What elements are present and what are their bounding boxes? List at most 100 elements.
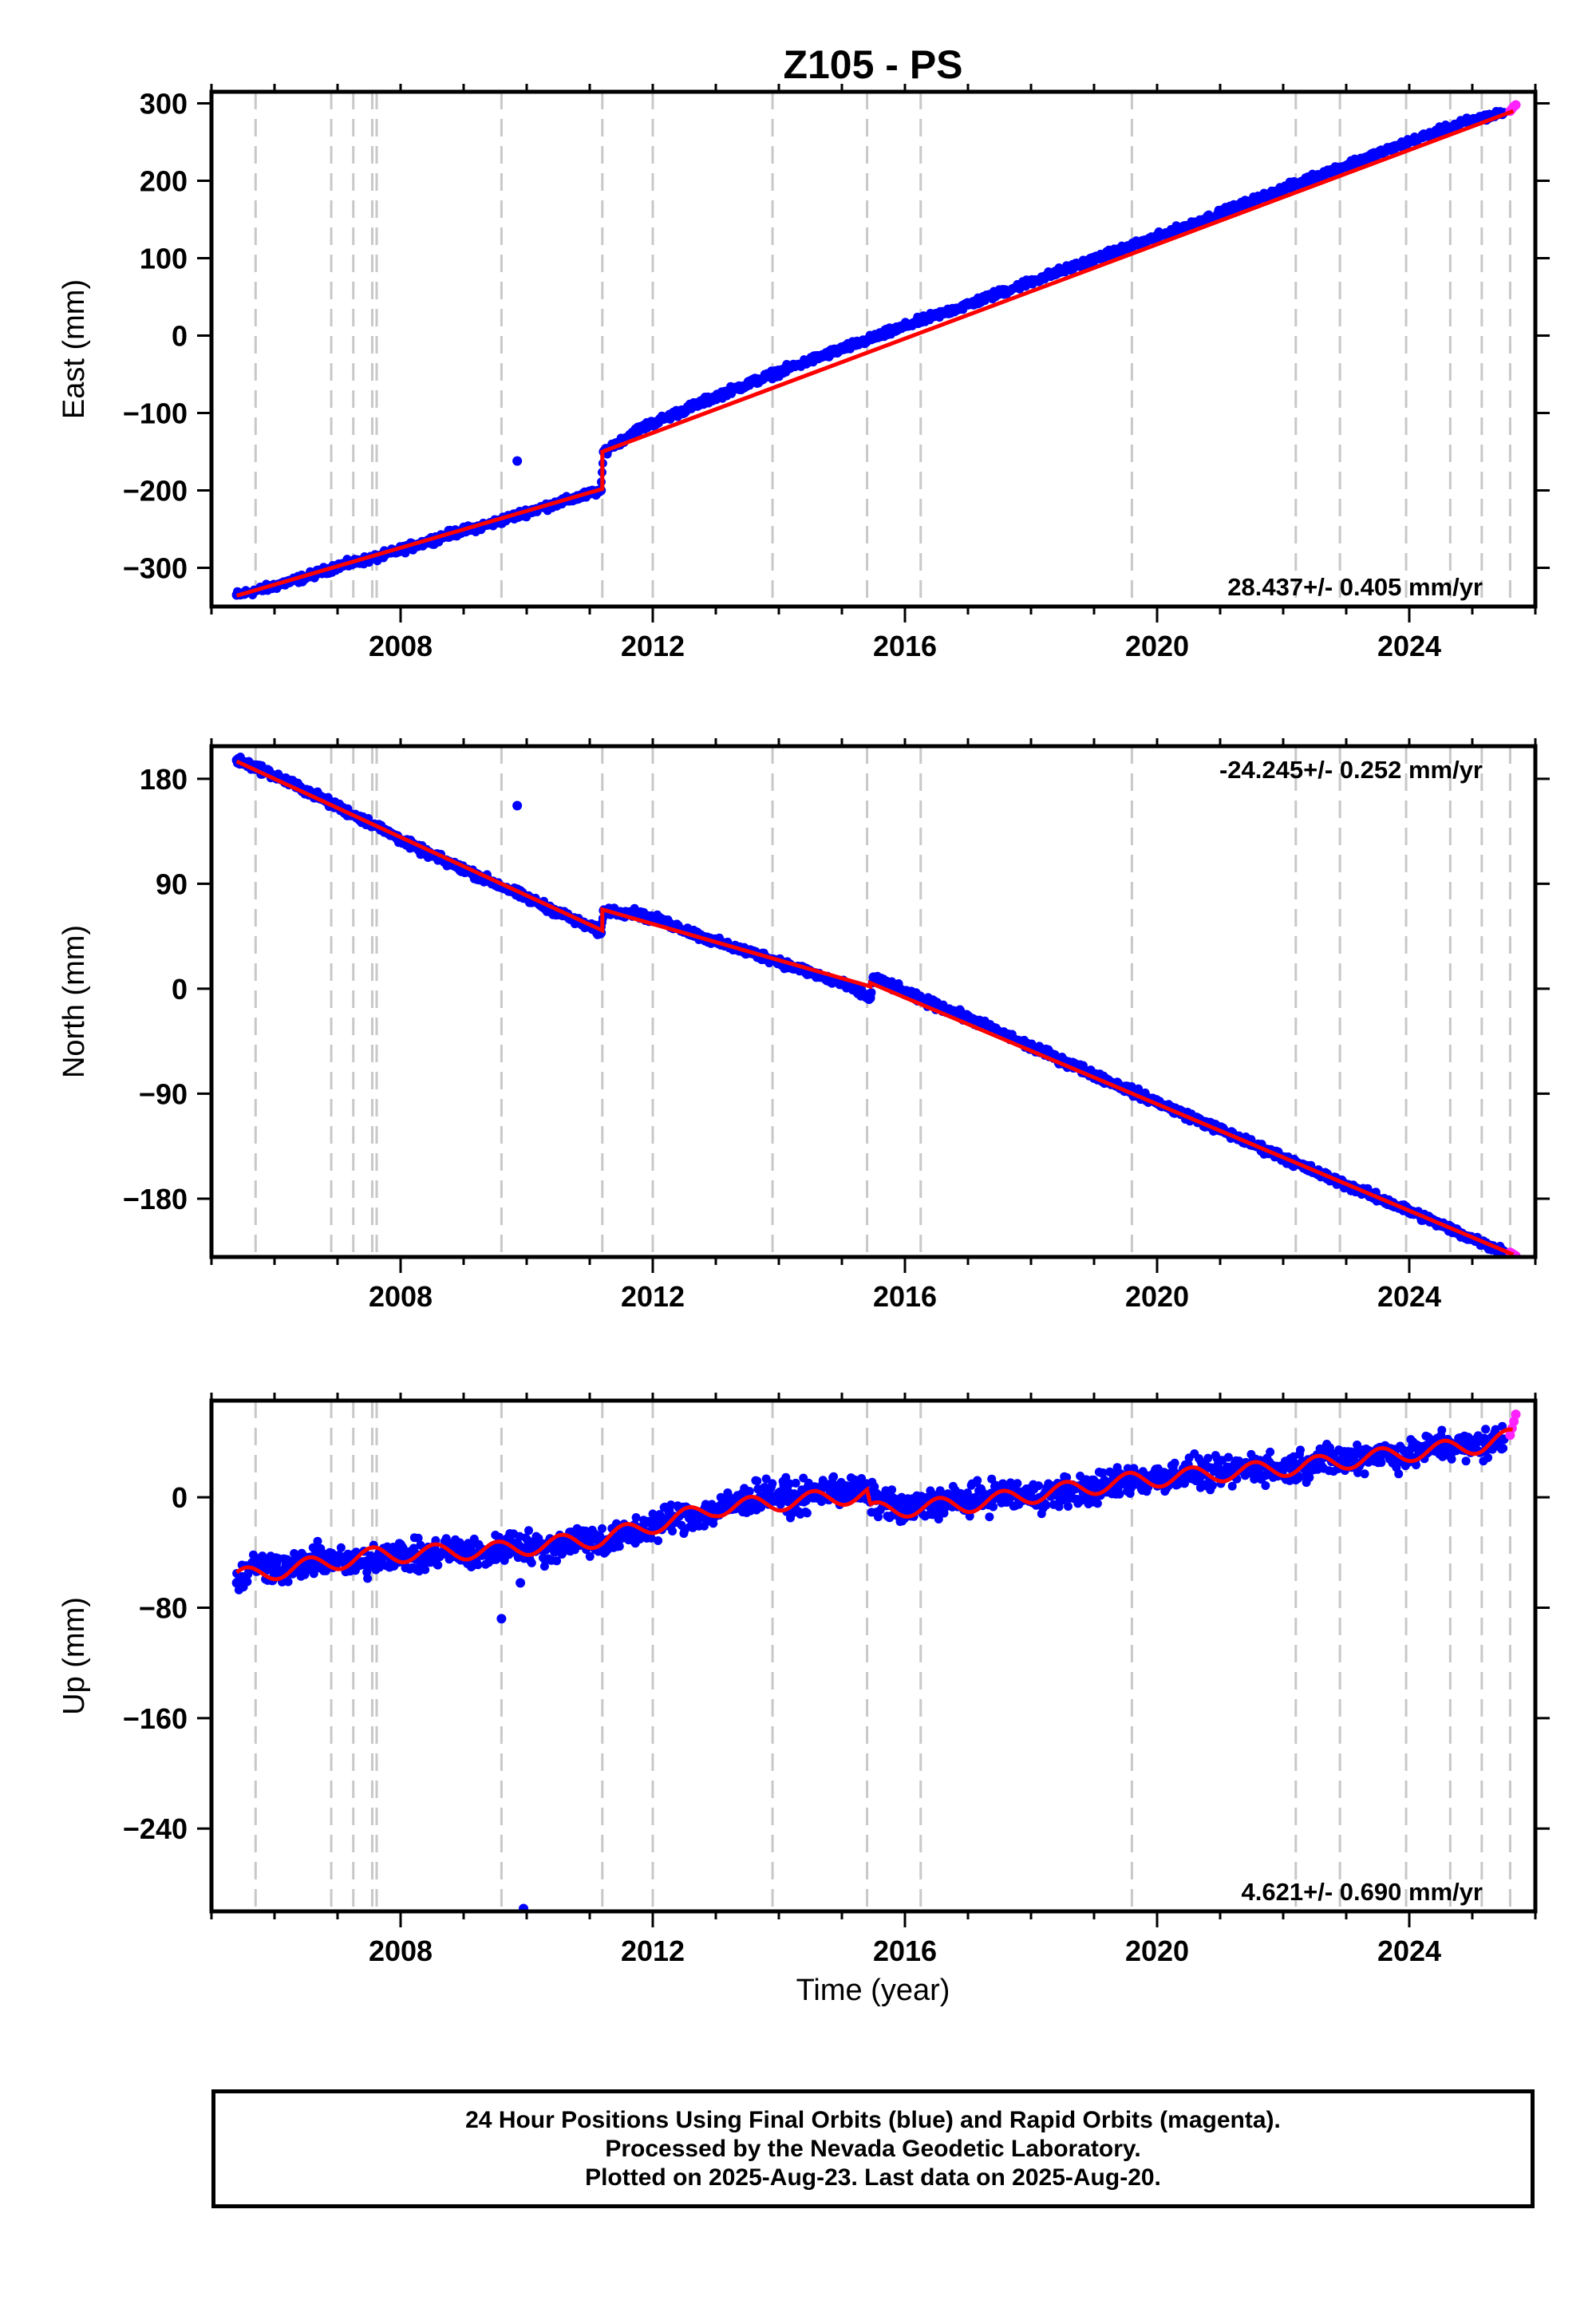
data-point — [243, 1577, 252, 1587]
data-point — [1013, 281, 1024, 291]
data-point — [1123, 1464, 1132, 1473]
data-point — [1223, 1452, 1233, 1462]
data-point — [1114, 245, 1124, 255]
data-point — [336, 1543, 346, 1552]
y-tick-label: −180 — [123, 1183, 188, 1215]
plot-area — [231, 746, 1521, 1257]
data-point — [1416, 132, 1427, 143]
final-orbit-points — [232, 753, 1508, 1257]
data-point — [912, 317, 922, 327]
data-point — [679, 405, 689, 415]
data-point — [363, 1574, 373, 1583]
y-tick-label: −100 — [123, 397, 188, 430]
data-point — [1511, 100, 1521, 110]
data-point — [870, 1482, 879, 1492]
data-point — [874, 1512, 883, 1522]
y-tick-label: 300 — [140, 88, 188, 121]
data-point — [646, 1533, 656, 1543]
data-point — [552, 1556, 562, 1566]
data-point — [1316, 169, 1326, 180]
data-point — [829, 1472, 839, 1481]
data-point — [768, 1479, 777, 1488]
rate-label: 28.437+/- 0.405 mm/yr — [1227, 573, 1483, 601]
y-tick-label: −90 — [139, 1077, 188, 1110]
data-point — [1062, 1472, 1072, 1482]
data-point — [935, 1486, 945, 1496]
data-point — [989, 1502, 998, 1512]
x-tick-label: 2016 — [873, 1280, 937, 1313]
data-point — [887, 1485, 897, 1495]
data-point — [631, 1513, 641, 1522]
data-point — [512, 800, 523, 811]
plot-frame — [209, 89, 1538, 609]
data-point — [757, 1503, 766, 1512]
model-line — [235, 109, 1515, 598]
data-point — [1266, 189, 1276, 200]
final-orbit-points — [232, 1421, 1508, 1595]
data-point — [668, 1527, 678, 1535]
data-point — [1098, 1468, 1108, 1477]
data-point — [1064, 1502, 1073, 1511]
data-point — [598, 1524, 606, 1533]
data-point — [473, 1560, 483, 1570]
data-point — [865, 993, 875, 1003]
data-point — [868, 333, 879, 343]
model-line — [235, 759, 1515, 1257]
x-tick-label: 2024 — [1377, 630, 1441, 662]
data-point — [843, 982, 853, 992]
data-point — [963, 299, 973, 310]
data-point — [868, 972, 879, 982]
data-point — [1034, 1481, 1043, 1491]
data-point — [1058, 1496, 1068, 1505]
y-tick-label: −200 — [123, 475, 188, 508]
data-point — [313, 1536, 322, 1546]
data-point — [309, 1569, 318, 1579]
data-point — [524, 1526, 533, 1535]
data-point — [512, 456, 523, 466]
data-point — [629, 907, 639, 918]
data-point — [1203, 1453, 1213, 1463]
y-tick-label: 200 — [140, 165, 188, 198]
data-point — [283, 1577, 293, 1587]
y-tick-label: 0 — [172, 320, 188, 353]
data-point — [700, 1521, 709, 1531]
data-point — [1227, 1481, 1237, 1491]
data-point — [1208, 1480, 1217, 1490]
data-point — [934, 1515, 943, 1524]
x-tick-label: 2024 — [1377, 1280, 1441, 1313]
data-point — [745, 1487, 754, 1496]
data-point — [1215, 208, 1225, 219]
data-point — [1077, 1496, 1086, 1505]
data-point — [1461, 117, 1472, 127]
data-point — [761, 1474, 771, 1484]
y-tick-label: 90 — [156, 868, 188, 900]
data-point — [1164, 227, 1175, 238]
data-point — [802, 1508, 812, 1518]
data-point — [774, 367, 784, 377]
y-axis-label: North (mm) — [57, 925, 91, 1078]
data-point — [753, 1476, 762, 1486]
figure-title: Z105 - PS — [783, 42, 962, 87]
data-point — [791, 1478, 800, 1488]
data-point — [1092, 1499, 1102, 1508]
data-point — [973, 1476, 982, 1485]
y-tick-label: 0 — [172, 973, 188, 1006]
data-point — [585, 1551, 595, 1561]
data-point — [433, 1560, 443, 1570]
y-tick-label: 180 — [140, 763, 188, 796]
x-tick-label: 2008 — [369, 1280, 433, 1313]
data-point — [1115, 1489, 1124, 1499]
data-point — [1064, 263, 1074, 274]
data-point — [635, 423, 646, 433]
data-point — [1179, 1479, 1189, 1488]
series-final-orbits — [231, 755, 1509, 1256]
x-tick-label: 2020 — [1125, 630, 1189, 662]
data-point — [1366, 151, 1377, 161]
data-point — [985, 1512, 994, 1522]
data-point — [614, 1542, 624, 1551]
y-tick-label: 100 — [140, 243, 188, 275]
plot-frame — [209, 744, 1538, 1259]
